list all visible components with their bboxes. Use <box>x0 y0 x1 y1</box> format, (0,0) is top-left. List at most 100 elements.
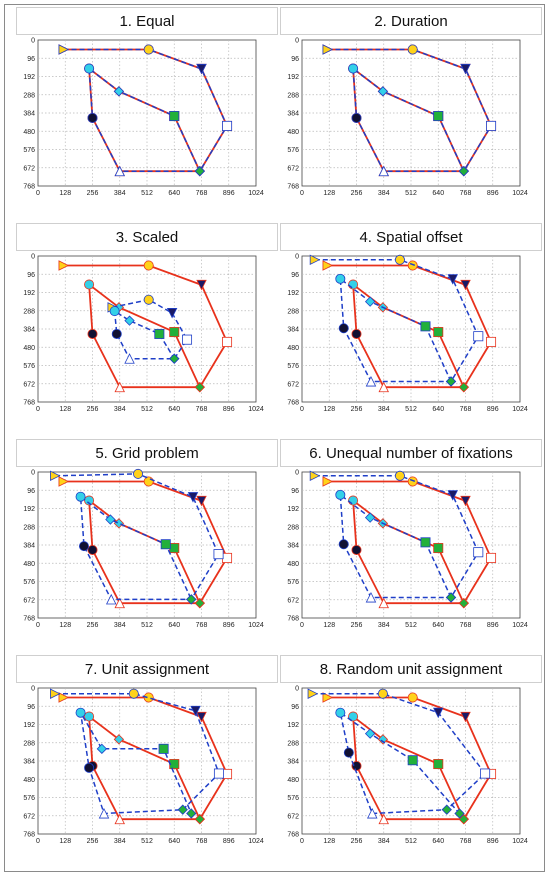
fixation-marker <box>338 323 349 334</box>
fixation-marker <box>378 597 389 609</box>
fixation-marker <box>75 491 86 502</box>
x-tick-label: 896 <box>223 838 235 845</box>
x-tick-label: 0 <box>300 406 304 413</box>
x-tick-label: 768 <box>460 838 472 845</box>
y-tick-label: 576 <box>23 579 35 586</box>
fixation-marker <box>460 63 471 75</box>
fixation-marker <box>160 539 171 550</box>
x-tick-label: 1024 <box>512 406 528 413</box>
y-tick-label: 0 <box>295 38 299 45</box>
fixation-marker <box>433 543 444 554</box>
y-tick-label: 384 <box>287 111 299 118</box>
x-tick-label: 256 <box>87 190 99 197</box>
chart-title: 1. Equal <box>16 7 278 35</box>
y-tick-label: 192 <box>23 74 35 81</box>
fixation-marker <box>58 260 70 271</box>
fixation-marker <box>190 705 201 717</box>
x-tick-label: 640 <box>432 838 444 845</box>
fixation-marker <box>335 273 346 284</box>
x-tick-label: 384 <box>378 838 390 845</box>
fixation-marker <box>169 327 180 338</box>
y-tick-label: 96 <box>291 704 299 711</box>
y-tick-label: 576 <box>287 795 299 802</box>
scanpath-series-2 <box>322 44 497 177</box>
fixation-marker <box>177 804 188 815</box>
x-tick-label: 640 <box>168 838 180 845</box>
x-tick-label: 896 <box>487 190 499 197</box>
fixation-marker <box>114 381 125 393</box>
fixation-marker <box>84 279 95 290</box>
chart-panel-1: 1. Equal 0 128 256 384 512 640 768 896 1024 0 96 192… <box>14 6 278 216</box>
x-tick-label: 768 <box>460 190 472 197</box>
scanpath-series-2 <box>50 688 224 819</box>
x-tick-label: 768 <box>196 622 208 629</box>
y-tick-label: 96 <box>27 272 35 279</box>
fixation-marker <box>351 112 362 123</box>
x-tick-label: 1024 <box>248 190 264 197</box>
y-tick-label: 96 <box>291 488 299 495</box>
x-tick-label: 640 <box>432 406 444 413</box>
y-tick-label: 672 <box>23 597 35 604</box>
fixation-marker <box>213 549 224 560</box>
fixation-marker <box>113 86 125 97</box>
fixation-marker <box>169 759 180 770</box>
fixation-marker <box>420 321 431 332</box>
fixation-marker <box>433 327 444 338</box>
y-tick-label: 0 <box>31 254 35 261</box>
fixation-marker <box>348 711 359 722</box>
fixation-marker <box>169 111 180 122</box>
y-tick-label: 96 <box>27 488 35 495</box>
fixation-marker <box>113 734 125 745</box>
fixation-marker <box>486 552 497 563</box>
x-tick-label: 0 <box>300 622 304 629</box>
x-tick-label: 256 <box>87 406 99 413</box>
fixation-marker <box>433 707 444 719</box>
fixation-marker <box>338 539 349 550</box>
fixation-marker <box>460 711 471 723</box>
x-tick-label: 128 <box>59 622 71 629</box>
x-tick-label: 1024 <box>248 622 264 629</box>
fixation-marker <box>158 743 169 754</box>
chart-title: 8. Random unit assignment <box>280 655 542 683</box>
y-tick-label: 384 <box>23 327 35 334</box>
fixation-marker <box>194 166 205 177</box>
scanpath-series-1 <box>322 692 497 825</box>
y-tick-label: 672 <box>23 165 35 172</box>
x-tick-label: 896 <box>487 622 499 629</box>
fixation-marker <box>87 112 98 123</box>
y-tick-label: 480 <box>23 345 35 352</box>
x-tick-label: 128 <box>59 190 71 197</box>
y-tick-label: 288 <box>287 308 299 315</box>
fixation-marker <box>378 381 389 393</box>
x-tick-label: 0 <box>36 190 40 197</box>
fixation-marker <box>378 165 389 177</box>
y-tick-label: 288 <box>23 308 35 315</box>
fixation-marker <box>473 331 484 342</box>
x-tick-label: 640 <box>168 190 180 197</box>
fixation-marker <box>447 274 458 285</box>
fixation-marker <box>309 254 321 266</box>
scanpath-series-2 <box>307 688 491 819</box>
y-tick-label: 192 <box>287 722 299 729</box>
fixation-marker <box>351 328 362 339</box>
fixation-marker <box>335 707 346 718</box>
x-tick-label: 640 <box>432 622 444 629</box>
y-tick-label: 768 <box>23 832 35 839</box>
scanpath-plot: 0 128 256 384 512 640 768 896 1024 0 96 192 288 384 48… <box>23 468 264 629</box>
y-tick-label: 384 <box>287 543 299 550</box>
x-tick-label: 0 <box>300 838 304 845</box>
chart-title: 7. Unit assignment <box>16 655 278 683</box>
y-tick-label: 96 <box>291 56 299 63</box>
x-tick-label: 896 <box>487 406 499 413</box>
y-tick-label: 0 <box>295 686 299 693</box>
y-tick-label: 192 <box>23 722 35 729</box>
fixation-marker <box>169 353 180 364</box>
x-tick-label: 640 <box>432 190 444 197</box>
fixation-marker <box>460 279 471 291</box>
y-tick-label: 288 <box>23 740 35 747</box>
fixation-marker <box>75 707 86 718</box>
fixation-marker <box>335 489 346 500</box>
x-tick-label: 256 <box>351 406 363 413</box>
fixation-marker <box>307 688 319 699</box>
y-tick-label: 384 <box>287 327 299 334</box>
